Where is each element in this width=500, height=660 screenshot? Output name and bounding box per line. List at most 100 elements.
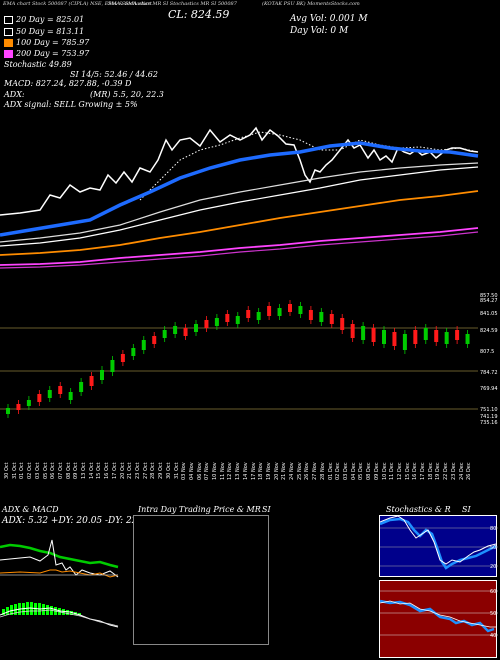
candle-body (89, 376, 94, 386)
candle-body (100, 370, 104, 380)
candle-body (340, 318, 345, 330)
date-label: 29 Oct (158, 462, 165, 479)
candle-body (120, 354, 125, 362)
legend-ema200: 200 Day = 753.97 (4, 49, 89, 58)
macd-bar (70, 611, 73, 615)
date-label: 20 Oct (119, 462, 126, 479)
date-label: 15 Dec (404, 462, 411, 480)
candle-body (329, 314, 334, 324)
rsi-tick-label: 60 (490, 589, 496, 595)
rsi-white-line (380, 600, 496, 628)
date-label: 21 Oct (127, 462, 134, 479)
date-label: 17 Oct (111, 462, 118, 479)
legend-ema20: 20 Day = 825.01 (4, 15, 84, 24)
ema200-swatch (4, 49, 13, 58)
date-label: 26 Dec (466, 462, 473, 480)
date-label: 02 Oct (27, 462, 34, 479)
date-label: 21 Nov (281, 462, 288, 480)
candle-body (423, 328, 428, 340)
date-label: 12 Dec (396, 462, 403, 480)
ema-magenta-line (0, 227, 479, 266)
candle-body (162, 330, 167, 338)
date-label: 31 Oct (11, 462, 18, 479)
date-label: 10 Nov (212, 462, 219, 480)
candle-body (413, 330, 418, 344)
macd-bar (2, 609, 5, 615)
ema100-label: 100 Day = 785.97 (16, 38, 90, 47)
candle-body (152, 336, 157, 344)
date-label: 03 Nov (181, 462, 188, 480)
close-price-label: CL: 824.59 (168, 8, 230, 21)
macd-signal-line (0, 609, 119, 627)
stoch-tick-label: 50 (490, 545, 496, 551)
macd-label: MACD: 827.24, 827.88, -0.39 D (4, 79, 132, 88)
date-label: 04 Nov (188, 462, 195, 480)
date-label: 09 Oct (73, 462, 80, 479)
rsi-panel: 60 50 40 (379, 580, 498, 658)
adx-macd-panel: ADX: 5.32 +DY: 20.05 -DY: 22.3 (0, 515, 146, 660)
date-label: 26 Nov (304, 462, 311, 480)
stoch-tick-label: 20 (490, 564, 496, 570)
candle-body (350, 324, 355, 338)
date-label: 12 Nov (227, 462, 234, 480)
date-label: 07 Nov (204, 462, 211, 480)
candle-body (79, 382, 84, 392)
candle-body (16, 404, 21, 410)
date-label: 06 Nov (196, 462, 203, 480)
candle-body (288, 304, 292, 312)
candle-body (68, 392, 73, 400)
stochastic-label: Stochastic 49.89 (4, 60, 72, 69)
candle-body (194, 324, 198, 332)
candle-body (319, 312, 324, 322)
stochastics-title: Stochastics & R (386, 505, 451, 514)
price-label: 741.19 (480, 414, 498, 420)
candle-body (6, 408, 10, 414)
legend-ema100: 100 Day = 785.97 (4, 38, 89, 47)
date-label: 13 Oct (81, 462, 88, 479)
adx-macd-title: ADX & MACD (2, 505, 59, 514)
candle-body (26, 400, 31, 406)
mr-label: (MR) 5.5, 20, 22.3 (90, 90, 164, 99)
macd-bar (78, 613, 81, 615)
rsi-blue-line (380, 599, 495, 633)
ema-purple-line (0, 231, 479, 269)
date-label: 11 Nov (219, 462, 226, 480)
stoch-blue-line (380, 517, 497, 570)
rsi-tick-label: 40 (490, 633, 496, 639)
price-label: 751.10 (480, 407, 498, 413)
candlestick-chart (0, 300, 478, 418)
stochastics-si-label: SI (462, 505, 471, 514)
adx-green-line (0, 543, 119, 569)
intraday-panel (133, 515, 269, 645)
date-label: 17 Dec (420, 462, 427, 480)
candle-body (455, 330, 460, 340)
candle-body (235, 316, 240, 324)
price-label: 807.5 (480, 349, 495, 355)
adx-white-line (0, 539, 119, 578)
ema-chart (0, 126, 479, 269)
price-label: 857.50 (480, 293, 498, 299)
candle-body (402, 334, 407, 350)
avg-vol-label: Avg Vol: 0.001 M (290, 14, 368, 24)
candle-body (392, 332, 397, 346)
candle-body (214, 318, 219, 326)
date-label: 16 Oct (104, 462, 111, 479)
rsi-chart: 60 50 40 (380, 589, 498, 639)
date-label: 15 Oct (96, 462, 103, 479)
price-axis: 857.50 854.27 841.05 824.59 807.5 784.72… (480, 290, 500, 460)
date-label: 27 Nov (312, 462, 319, 480)
ema20-label: 20 Day = 825.01 (16, 15, 85, 24)
ema100-swatch (4, 38, 13, 47)
candle-body (277, 308, 282, 316)
date-label: 04 Dec (350, 462, 357, 480)
stochastics-panel: 80 50 20 (379, 515, 498, 577)
adx-label: ADX: (4, 90, 25, 99)
candle-body (308, 310, 313, 320)
si-label: SI 14/5: 52.46 / 44.62 (70, 70, 158, 79)
ema-grey-line (0, 162, 479, 243)
date-label: 03 Oct (34, 462, 41, 479)
date-label: 14 Nov (242, 462, 249, 480)
date-label: 18 Dec (427, 462, 434, 480)
date-label: 05 Oct (42, 462, 49, 479)
ema20-dotted-line (139, 131, 479, 201)
